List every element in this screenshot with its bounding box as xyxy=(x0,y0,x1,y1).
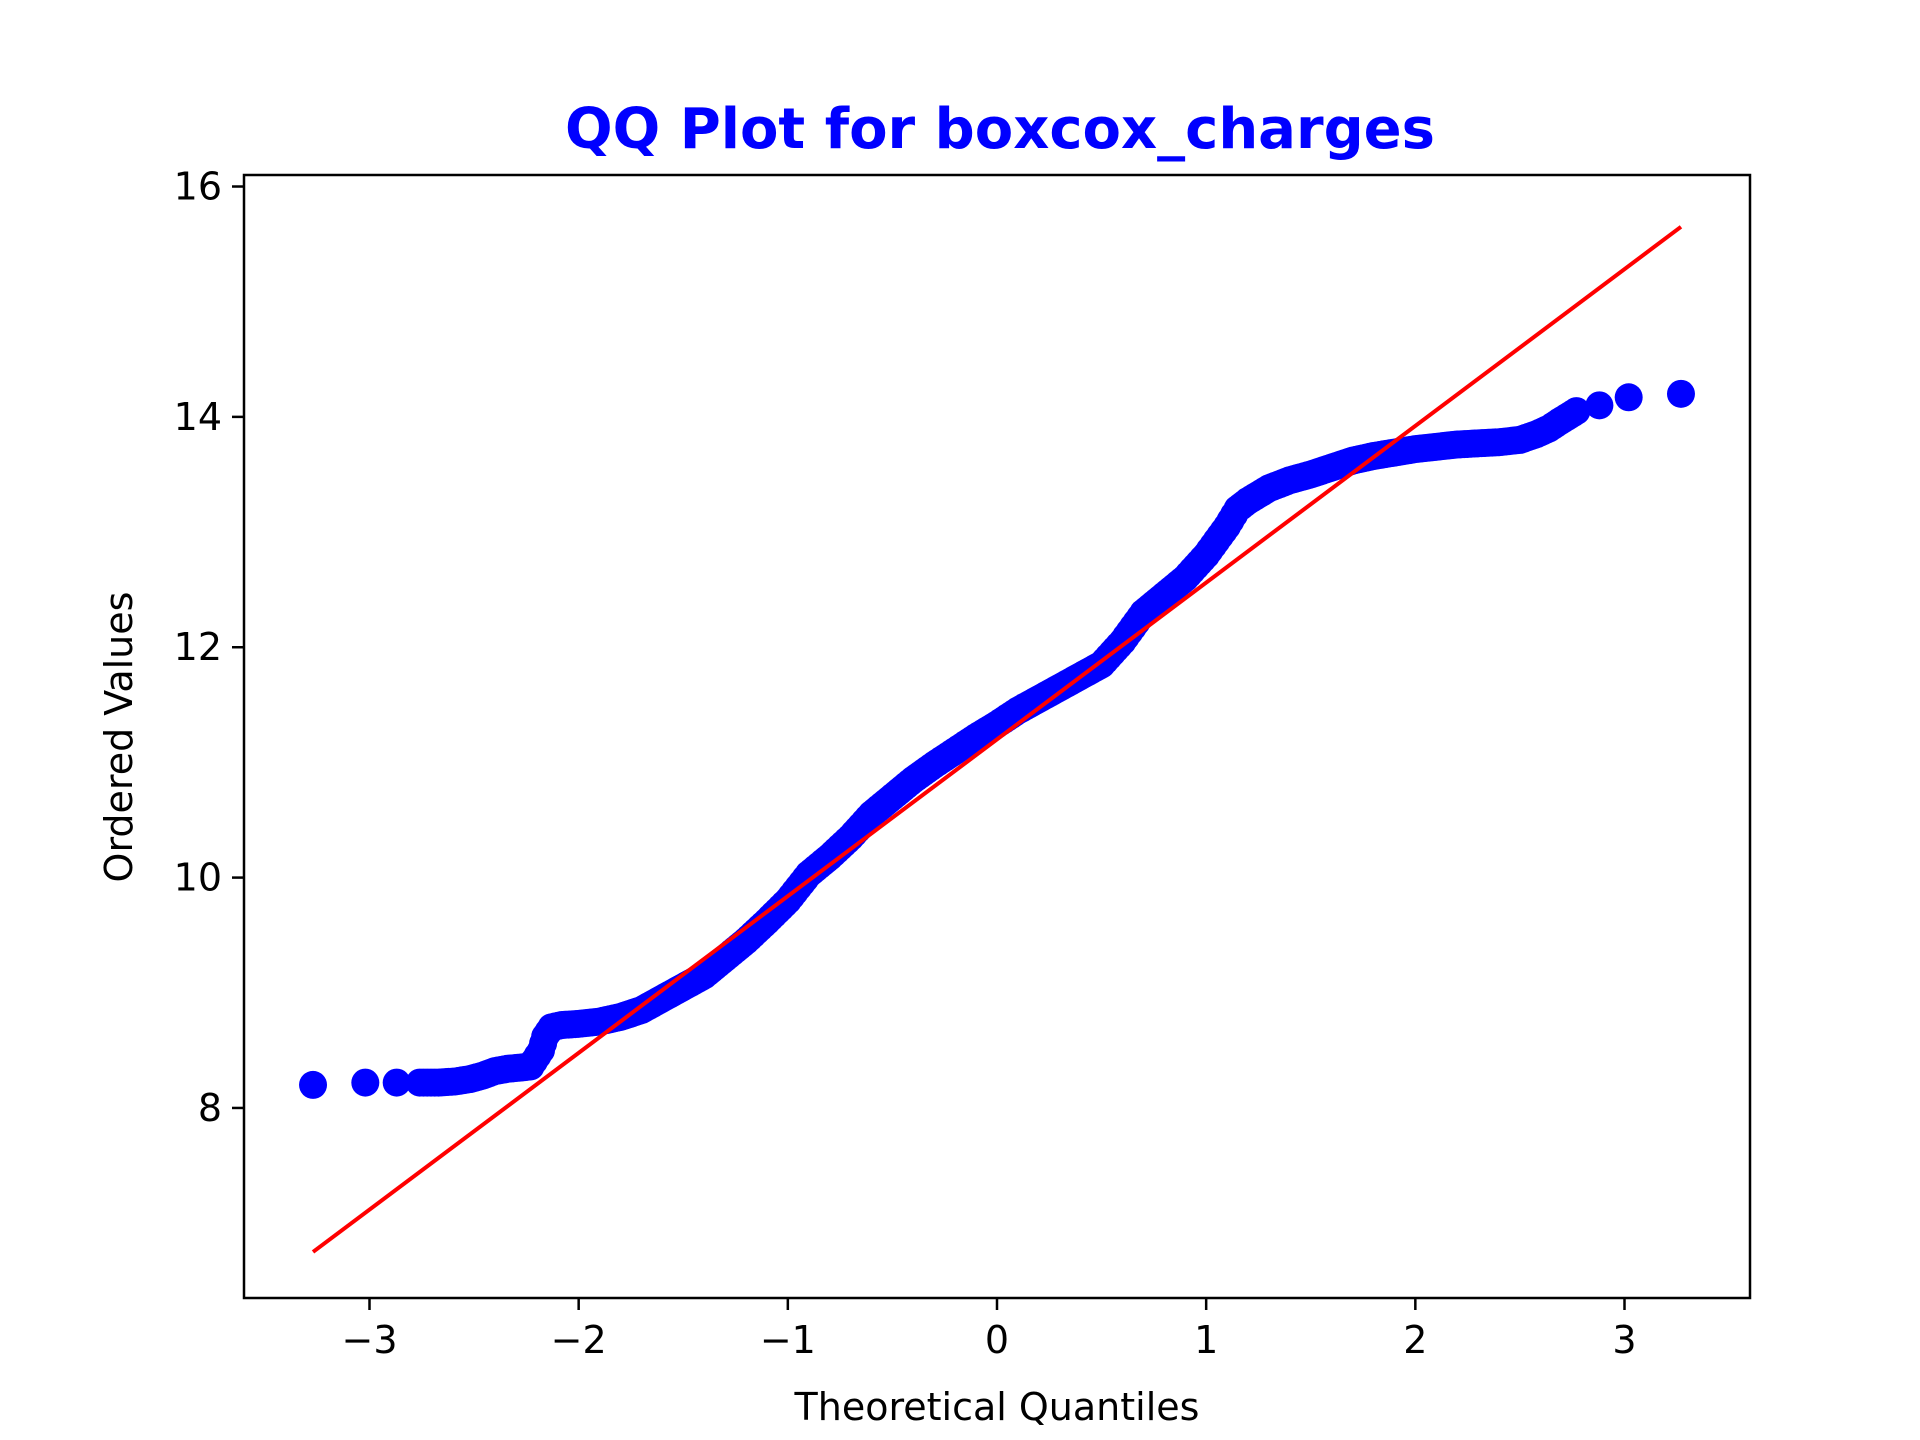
qq-point xyxy=(1024,685,1053,714)
y-tick-label: 8 xyxy=(198,1086,222,1130)
qq-point xyxy=(899,765,928,794)
x-axis-label: Theoretical Quantiles xyxy=(794,1385,1200,1429)
qq-point xyxy=(1150,581,1179,610)
qq-point xyxy=(1614,383,1643,412)
y-tick-label: 16 xyxy=(174,165,222,209)
qq-point xyxy=(382,1068,411,1097)
y-tick-label: 14 xyxy=(174,395,222,439)
qq-point xyxy=(1129,598,1158,627)
qq-point xyxy=(351,1068,380,1097)
data-points xyxy=(299,379,1695,1099)
qq-point xyxy=(690,961,719,990)
qq-point xyxy=(752,907,781,936)
y-tick-label: 10 xyxy=(174,856,222,900)
qq-point xyxy=(585,1007,614,1036)
qq-point xyxy=(648,984,677,1013)
qq-point xyxy=(1464,429,1493,458)
qq-point xyxy=(1045,673,1074,702)
qq-point xyxy=(794,860,823,889)
fit-line-layer xyxy=(311,225,1683,1254)
qq-point xyxy=(1401,435,1430,464)
qq-point xyxy=(1585,391,1614,420)
qq-point xyxy=(732,926,760,955)
qq-point xyxy=(962,723,991,752)
qq-point xyxy=(1192,541,1221,570)
qq-point xyxy=(878,782,907,811)
qq-point xyxy=(711,944,740,973)
fit-line xyxy=(311,225,1683,1254)
qq-point xyxy=(1485,428,1513,457)
x-tick-label: −2 xyxy=(551,1318,607,1362)
qq-point xyxy=(941,736,970,765)
x-tick-label: −1 xyxy=(760,1318,816,1362)
x-axis-ticks: −3 −2 −1 0 1 2 3 xyxy=(341,1298,1637,1362)
qq-point xyxy=(299,1070,328,1099)
x-tick-label: 2 xyxy=(1403,1318,1427,1362)
qq-point xyxy=(1171,564,1200,593)
qq-point xyxy=(983,710,1011,739)
y-tick-label: 12 xyxy=(174,625,222,669)
qq-point xyxy=(815,842,844,871)
qq-point xyxy=(773,886,802,915)
qq-point xyxy=(857,800,886,829)
chart-title: QQ Plot for boxcox_charges xyxy=(565,97,1435,162)
x-tick-label: 0 xyxy=(985,1318,1009,1362)
qq-point xyxy=(1234,486,1262,515)
qq-point xyxy=(1422,432,1451,461)
x-tick-label: −3 xyxy=(341,1318,397,1362)
qq-point xyxy=(1443,430,1472,459)
qq-point xyxy=(564,1009,593,1038)
qq-point xyxy=(920,750,949,779)
qq-point xyxy=(1562,397,1591,426)
x-tick-label: 3 xyxy=(1612,1318,1636,1362)
qq-point xyxy=(1666,379,1695,408)
y-axis-label: Ordered Values xyxy=(97,592,141,883)
x-tick-label: 1 xyxy=(1194,1318,1218,1362)
y-axis-ticks: 8 10 12 14 16 xyxy=(174,165,244,1130)
